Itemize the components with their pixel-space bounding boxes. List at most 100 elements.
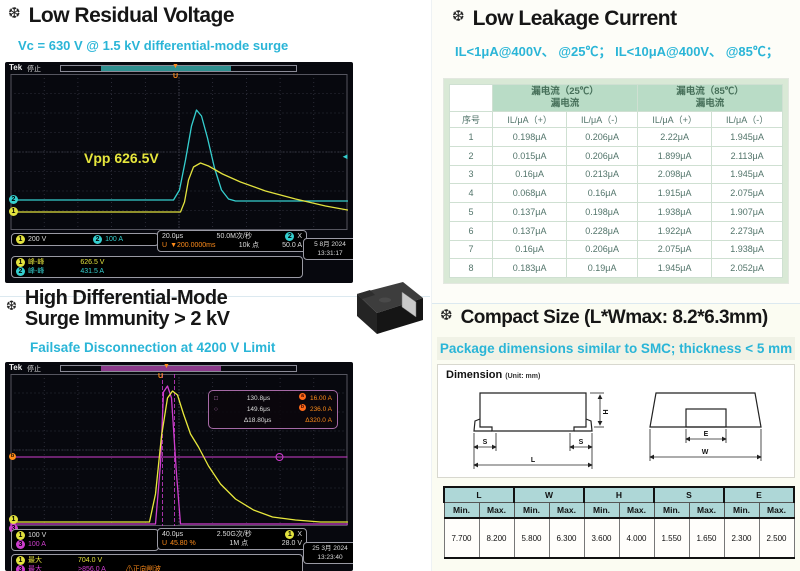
dim-subheader: Min. (653, 502, 690, 519)
ch3-chip: 3 (16, 540, 25, 549)
cursor-a-icon: a (298, 393, 306, 400)
leakage-row: 1 0.198μA 0.206μA 2.22μA 1.945μA (449, 127, 783, 147)
trig-source-chip: 1 (285, 530, 295, 539)
dim-subheader: Max. (618, 502, 655, 519)
size-subtitle: Package dimensions similar to SMC; thick… (439, 341, 793, 356)
dim-subheader: Max. (688, 502, 725, 519)
meas1-value: 626.5 V (80, 259, 105, 266)
dimension-drawing: H S S L E W (473, 392, 762, 469)
dim-value: 1.650 (688, 517, 725, 559)
dim-subheader: Min. (513, 502, 550, 519)
trig-u-icon: U (162, 540, 168, 547)
dim-label-s1: S (483, 439, 488, 446)
trig-position-readout: 45.80 % (170, 540, 196, 547)
leakage-row: 7 0.16μA 0.206μA 2.075μA 1.938μA (449, 239, 783, 260)
vpp-annotation: Vpp 626.5V (84, 150, 159, 166)
cursor-delta-value: Δ320.0 A (305, 417, 333, 424)
record-points: 1M 点 (229, 540, 249, 547)
residual-header: ❆ Low Residual Voltage (8, 4, 235, 27)
leakage-subtitle: IL<1μA@400V、 @25℃； IL<10μA@400V、 @85℃； (455, 44, 779, 59)
dim-group-header: L (443, 486, 515, 503)
cursor-b-value: 236.0 A (309, 406, 333, 413)
scope2-measurements: 1 最大 704.0 V 3 最大 >856.0 A ⚠正向削波 (11, 554, 303, 571)
meas1-name: 峰-峰 (28, 259, 45, 266)
leakage-row: 8 0.183μA 0.19μA 1.945μA 2.052μA (449, 258, 783, 278)
scope1-date: 5 8月 2024 (314, 241, 346, 248)
meas2-value: 431.5 A (80, 268, 105, 275)
cursor-b-marker: b (9, 453, 16, 460)
meas2-chip: 3 (16, 565, 25, 571)
oscilloscope-residual: Tek 停止 ▼ U 2 1 ◄ Vpp 626.5V 1 200 V 2 10… (5, 62, 353, 283)
dim-group-header: E (723, 486, 795, 503)
meas2-value: >856.0 A (78, 566, 106, 571)
leakage-row: 4 0.068μA 0.16μA 1.915μA 2.075μA (449, 183, 783, 203)
scope1-timebase-readout: 20.0μs 50.0M次/秒 2 X U ▼200.0000ms 10k 点 … (157, 230, 307, 252)
trigger-marker-u: U (158, 373, 164, 380)
leakage-table-panel: 漏电流（25℃） 漏电流 漏电流（85℃） 漏电流 序号 IL/μA（+） IL/μ… (443, 78, 789, 284)
dim-group-header: W (513, 486, 585, 503)
dim-subheader: Min. (723, 502, 760, 519)
dim-group-header: H (583, 486, 655, 503)
leakage-header: ❆ Low Leakage Current (452, 7, 677, 30)
dim-label-w: W (702, 449, 709, 456)
leakage-title: Low Leakage Current (472, 7, 678, 30)
dim-value: 6.300 (548, 517, 585, 559)
scope1-acquisition-bar (60, 65, 297, 72)
channel2-marker: 2 (9, 195, 18, 204)
size-header: ❆ Compact Size (L*Wmax: 8.2*6.3mm) (440, 306, 768, 329)
ch2-scale: 100 A (105, 236, 123, 243)
ch1-chip: 1 (16, 531, 25, 540)
dim-subheader: Max. (758, 502, 795, 519)
dimension-table: L W H S E Min. Max. Min. Max. Min. Max. Min. Max. Min… (443, 486, 795, 559)
cursor-delta-time: Δ18.80μs (243, 417, 272, 424)
dim-value: 5.800 (513, 517, 550, 559)
residual-title: Low Residual Voltage (28, 4, 235, 27)
trig-position-readout: ▼200.0000ms (170, 242, 216, 249)
ch1-chip: 1 (16, 235, 25, 244)
trigger-marker-u: U (173, 73, 179, 80)
dimension-table-panel: L W H S E Min. Max. Min. Max. Min. Max. Min. Max. Min… (443, 486, 795, 559)
trig-source-chip: 2 (285, 232, 295, 241)
dim-value: 1.550 (653, 517, 690, 559)
scope2-timebase-readout: 40.0μs 2.50G次/秒 1 X U 45.80 % 1M 点 28.0 … (157, 528, 307, 550)
timebase: 20.0μs (162, 233, 184, 240)
trig-x: X (297, 531, 303, 538)
scope2-channel-readout: 1 100 V 3 100 A (11, 529, 159, 551)
surge-subtitle: Failsafe Disconnection at 4200 V Limit (30, 340, 276, 355)
dim-label-l: L (531, 457, 536, 464)
surge-title-line2: Surge Immunity > 2 kV (24, 308, 230, 330)
record-points: 10k 点 (238, 242, 259, 249)
scope2-time: 13:23:40 (317, 554, 343, 561)
smd-component-photo (357, 282, 423, 334)
empty-corner-cell (449, 84, 493, 112)
dim-subheader: Min. (583, 502, 620, 519)
scope2-date: 25 3月 2024 (312, 545, 348, 552)
meas2-chip: 2 (16, 267, 25, 276)
cursor-a-value: 16.00 A (309, 395, 333, 402)
trigger-position-marker: ▼ (163, 363, 170, 370)
meas1-chip: 1 (16, 258, 25, 267)
surge-title-line1: High Differential-Mode (24, 287, 228, 309)
leakage-row: 3 0.16μA 0.213μA 2.098μA 1.945μA (449, 164, 783, 185)
dim-value: 3.600 (583, 517, 620, 559)
residual-subtitle: Vc = 630 V @ 1.5 kV differential-mode su… (18, 38, 289, 53)
leakage-row: 5 0.137μA 0.198μA 1.938μA 1.907μA (449, 202, 783, 222)
trigger-position-marker: ▼ (172, 63, 179, 70)
dim-label-h: H (603, 409, 610, 414)
size-title: Compact Size (L*Wmax: 8.2*6.3mm) (460, 307, 769, 328)
group-25c-header: 漏电流（25℃） 漏电流 (492, 84, 638, 112)
scope2-status: 停止 (27, 366, 41, 373)
trig-level: 28.0 V (281, 540, 303, 547)
dim-group-header: S (653, 486, 725, 503)
dimension-title: Dimension (Unit: mm) (446, 369, 541, 381)
scope1-status: 停止 (27, 66, 41, 73)
dim-value: 2.300 (723, 517, 760, 559)
dimension-unit: (Unit: mm) (505, 373, 541, 380)
snowflake-icon: ❆ (8, 5, 21, 22)
tek-logo: Tek (9, 363, 23, 372)
column-header-row: 序号 IL/μA（+） IL/μA（-） IL/μA（+） IL/μA（-） (449, 111, 783, 128)
scope1-measurements: 1 峰-峰 626.5 V 2 峰-峰 431.5 A (11, 256, 303, 278)
ch1-scale: 200 V (28, 236, 47, 243)
group-85c-header: 漏电流（85℃） 漏电流 (636, 84, 784, 112)
channel1-marker: 1 (9, 207, 18, 216)
